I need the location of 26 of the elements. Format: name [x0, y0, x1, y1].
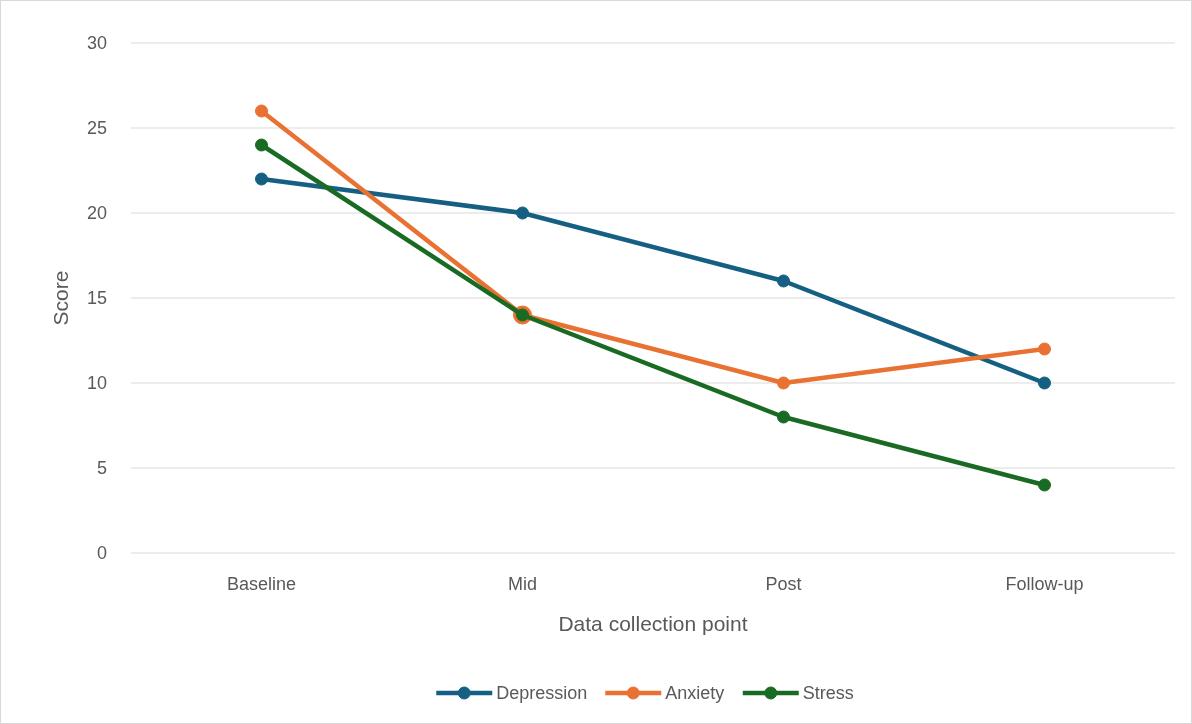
y-tick-label: 15	[86, 288, 107, 309]
legend-label: Anxiety	[665, 683, 725, 704]
point	[516, 206, 529, 220]
point	[1038, 376, 1051, 390]
legend-label: Stress	[802, 683, 854, 704]
point	[1038, 478, 1051, 492]
point	[255, 104, 268, 118]
point	[255, 138, 268, 152]
y-tick-label: 30	[86, 33, 107, 54]
y-tick-label: 20	[86, 203, 107, 224]
point	[777, 410, 790, 424]
y-axis-title: Score	[49, 270, 72, 326]
y-tick-label: 0	[96, 543, 107, 564]
x-tick-label: Mid	[507, 574, 538, 594]
point	[255, 172, 268, 186]
x-tick-label: Baseline	[226, 574, 297, 594]
y-tick-label: 25	[86, 118, 107, 139]
x-tick-label: Post	[765, 574, 802, 594]
x-axis-title: Data collection point	[558, 612, 748, 635]
y-tick-label: 10	[86, 373, 107, 394]
point	[777, 274, 790, 288]
point	[1038, 342, 1051, 356]
x-tick-label: Follow-up	[1005, 574, 1084, 594]
point	[777, 376, 790, 390]
y-tick-label: 5	[96, 458, 107, 479]
legend-label: Depression	[496, 683, 588, 704]
